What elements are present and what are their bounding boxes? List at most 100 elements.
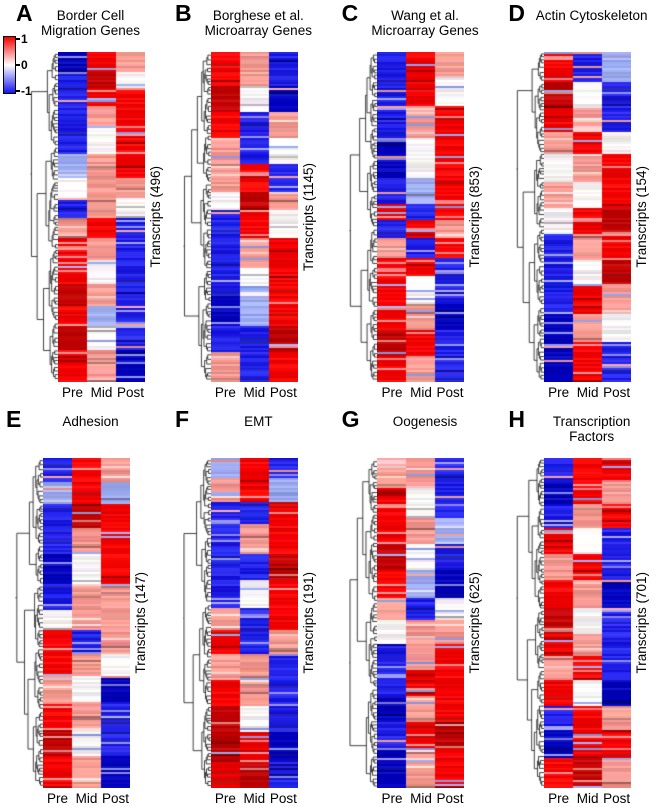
panel-h: H Transcription Factors Transcripts (701…: [502, 406, 669, 811]
column-label-post: Post: [101, 791, 129, 806]
ylabel-wrap: Transcripts (191): [301, 458, 316, 788]
column-labels: Pre Mid Post: [211, 385, 298, 400]
heatmap-canvas: [210, 52, 298, 382]
panel-b: B Borghese et al. Microarray Genes Trans…: [169, 0, 336, 406]
column-label-pre: Pre: [214, 385, 236, 400]
ylabel-wrap: Transcripts (853): [467, 52, 482, 382]
column-labels: Pre Mid Post: [377, 385, 464, 400]
column-label-post: Post: [603, 385, 631, 400]
panel-inner: Transcripts (154) Pre Mid Post: [516, 52, 655, 400]
column-label-pre: Pre: [46, 791, 68, 806]
transcripts-label: Transcripts (191): [300, 572, 316, 674]
panel-body: Transcripts (147): [15, 458, 154, 788]
column-label-mid: Mid: [576, 385, 599, 400]
dendrogram-canvas: [182, 52, 211, 382]
panel-inner: Transcripts (191) Pre Mid Post: [182, 458, 322, 806]
panel-body: Transcripts (191): [182, 458, 322, 788]
colorbar-tick-label: 1: [21, 32, 28, 46]
panel-letter: H: [508, 406, 525, 432]
panel-inner: Transcripts (701) Pre Mid Post: [516, 458, 655, 806]
column-labels: Pre Mid Post: [43, 791, 130, 806]
dendrogram-canvas: [349, 458, 378, 788]
heatmap-canvas: [544, 52, 632, 382]
colorbar-tick-mark: [16, 90, 20, 92]
panel-inner: Transcripts (496) Pre Mid Post: [30, 52, 169, 400]
column-label-pre: Pre: [381, 385, 403, 400]
column-labels: Pre Mid Post: [377, 791, 464, 806]
heatmap-canvas: [544, 458, 632, 788]
panel-title: Oogenesis: [392, 414, 458, 429]
panel-letter: C: [341, 0, 359, 26]
transcripts-label: Transcripts (625): [467, 572, 483, 674]
colorbar: 1 0 -1: [3, 32, 32, 98]
panel-letter: G: [341, 406, 360, 432]
column-label-post: Post: [269, 791, 297, 806]
transcripts-label: Transcripts (147): [133, 572, 148, 674]
panel-f: F EMT Transcripts (191) Pre Mid Post: [169, 406, 336, 811]
column-labels: Pre Mid Post: [58, 385, 145, 400]
transcripts-label: Transcripts (154): [634, 166, 650, 268]
panel-letter: E: [6, 406, 22, 432]
column-label-pre: Pre: [548, 385, 570, 400]
transcripts-label: Transcripts (701): [634, 572, 650, 674]
column-labels: Pre Mid Post: [544, 385, 631, 400]
panel-body: Transcripts (1145): [182, 52, 322, 382]
column-labels: Pre Mid Post: [544, 791, 631, 806]
panel-inner: Transcripts (853) Pre Mid Post: [349, 52, 488, 400]
panel-body: Transcripts (625): [349, 458, 488, 788]
panel-title: EMT: [244, 414, 273, 429]
colorbar-tick: 1: [16, 32, 32, 46]
panel-letter: F: [175, 406, 190, 432]
panel-body: Transcripts (496): [30, 52, 169, 382]
column-label-pre: Pre: [61, 385, 83, 400]
colorbar-tick-label: -1: [21, 84, 32, 98]
dendrogram-canvas: [30, 52, 58, 382]
panel-inner: Transcripts (625) Pre Mid Post: [349, 458, 488, 806]
panel-letter: A: [16, 0, 33, 26]
panel-g: G Oogenesis Transcripts (625) Pre Mid Po…: [336, 406, 503, 811]
column-label-mid: Mid: [243, 385, 266, 400]
column-label-post: Post: [436, 791, 464, 806]
column-label-post: Post: [436, 385, 464, 400]
column-label-mid: Mid: [75, 791, 98, 806]
panel-title: Border Cell Migration Genes: [40, 8, 141, 39]
panel-letter: D: [508, 0, 525, 26]
column-label-pre: Pre: [381, 791, 403, 806]
column-label-mid: Mid: [410, 385, 432, 400]
panel-c: C Wang et al. Microarray Genes Transcrip…: [336, 0, 503, 406]
heatmap-canvas: [210, 458, 298, 788]
column-label-mid: Mid: [576, 791, 599, 806]
heatmap-canvas: [43, 458, 130, 788]
dendrogram-canvas: [15, 458, 43, 788]
colorbar-tick-mark: [16, 64, 20, 66]
ylabel-wrap: Transcripts (1145): [301, 52, 316, 382]
panel-e: E Adhesion Transcripts (147) Pre Mid Pos…: [0, 406, 169, 811]
transcripts-label: Transcripts (1145): [300, 162, 316, 272]
ylabel-wrap: Transcripts (154): [634, 52, 649, 382]
dendrogram-canvas: [516, 458, 545, 788]
transcripts-label: Transcripts (853): [467, 166, 483, 268]
panel-title: Borghese et al. Microarray Genes: [204, 8, 312, 39]
ylabel-wrap: Transcripts (701): [634, 458, 649, 788]
panel-body: Transcripts (154): [516, 52, 655, 382]
dendrogram-canvas: [516, 52, 545, 382]
column-label-pre: Pre: [214, 791, 236, 806]
column-label-mid: Mid: [243, 791, 266, 806]
colorbar-tick: -1: [16, 84, 32, 98]
column-label-post: Post: [269, 385, 297, 400]
column-label-mid: Mid: [90, 385, 113, 400]
heatmap-canvas: [377, 52, 465, 382]
column-label-pre: Pre: [548, 791, 570, 806]
ylabel-wrap: Transcripts (147): [133, 458, 148, 788]
panel-title: Wang et al. Microarray Genes: [371, 8, 479, 39]
ylabel-wrap: Transcripts (496): [148, 52, 163, 382]
panel-body: Transcripts (853): [349, 52, 488, 382]
colorbar-tick: 0: [16, 58, 32, 72]
panel-letter: B: [175, 0, 192, 26]
panel-title: Adhesion: [62, 414, 119, 429]
panel-title: Actin Cytoskeleton: [535, 8, 648, 23]
panel-inner: Transcripts (147) Pre Mid Post: [15, 458, 154, 806]
panel-a: A Border Cell Migration Genes Transcript…: [0, 0, 169, 406]
